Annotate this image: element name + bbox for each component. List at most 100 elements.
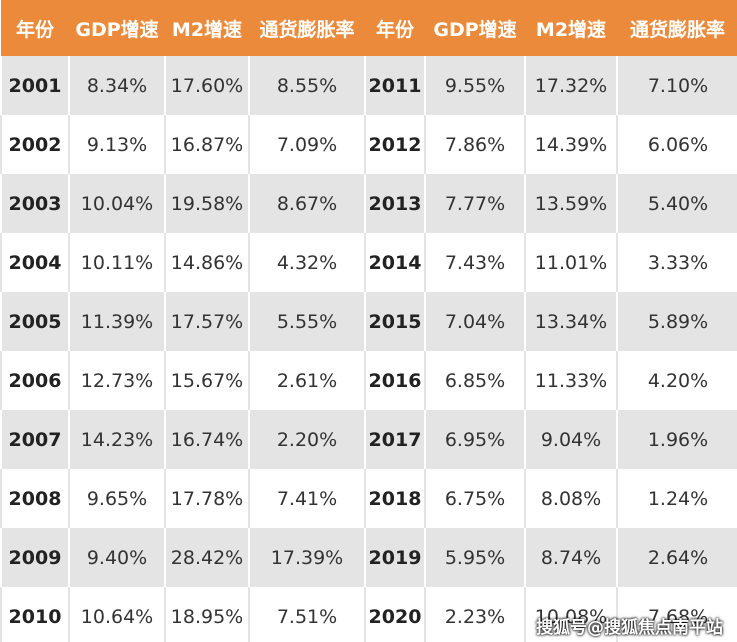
value-cell: 10.04% (68, 174, 165, 233)
year-cell: 2014 (364, 233, 425, 292)
value-cell: 8.55% (248, 56, 365, 115)
value-cell: 4.20% (616, 351, 737, 410)
year-cell: 2008 (0, 469, 69, 528)
value-cell: 5.95% (424, 528, 525, 587)
year-cell: 2007 (0, 410, 69, 469)
value-cell: 9.04% (524, 410, 617, 469)
value-cell: 7.43% (424, 233, 525, 292)
year-cell: 2002 (0, 115, 69, 174)
table-row: 2009 9.40% 28.42% 17.39% 2019 5.95% 8.74% 2.64% (0, 528, 737, 587)
header-cell: 年份 (365, 0, 425, 56)
value-cell: 12.73% (68, 351, 165, 410)
value-cell: 5.89% (616, 292, 737, 351)
year-cell: 2005 (0, 292, 69, 351)
value-cell: 3.33% (616, 233, 737, 292)
value-cell: 9.13% (68, 115, 165, 174)
table-row: 2007 14.23% 16.74% 2.20% 2017 6.95% 9.04% 1.96% (0, 410, 737, 469)
year-cell: 2001 (0, 56, 69, 115)
value-cell: 9.40% (68, 528, 165, 587)
value-cell: 5.55% (248, 292, 365, 351)
value-cell: 17.39% (248, 528, 365, 587)
header-cell: 通货膨胀率 (249, 0, 365, 56)
value-cell: 8.74% (524, 528, 617, 587)
value-cell: 16.74% (164, 410, 249, 469)
table-row: 2002 9.13% 16.87% 7.09% 2012 7.86% 14.39% 6.06% (0, 115, 737, 174)
value-cell: 2.64% (616, 528, 737, 587)
value-cell: 8.08% (524, 469, 617, 528)
value-cell: 10.11% (68, 233, 165, 292)
value-cell: 17.32% (524, 56, 617, 115)
value-cell: 11.39% (68, 292, 165, 351)
value-cell: 14.86% (164, 233, 249, 292)
year-cell: 2011 (364, 56, 425, 115)
value-cell: 14.39% (524, 115, 617, 174)
header-cell: 通货膨胀率 (617, 0, 737, 56)
value-cell: 13.59% (524, 174, 617, 233)
header-cell: M2增速 (525, 0, 617, 56)
year-cell: 2017 (364, 410, 425, 469)
table-row: 2001 8.34% 17.60% 8.55% 2011 9.55% 17.32% 7.10% (0, 56, 737, 115)
value-cell: 17.60% (164, 56, 249, 115)
value-cell: 7.04% (424, 292, 525, 351)
header-row: 年份 GDP增速 M2增速 通货膨胀率 年份 GDP增速 M2增速 通货膨胀率 (1, 0, 737, 56)
value-cell: 7.77% (424, 174, 525, 233)
value-cell: 6.75% (424, 469, 525, 528)
table-row: 2008 9.65% 17.78% 7.41% 2018 6.75% 8.08% 1.24% (0, 469, 737, 528)
header-cell: M2增速 (165, 0, 249, 56)
value-cell: 10.64% (68, 587, 165, 642)
value-cell: 7.41% (248, 469, 365, 528)
value-cell: 2.20% (248, 410, 365, 469)
year-cell: 2006 (0, 351, 69, 410)
value-cell: 1.24% (616, 469, 737, 528)
value-cell: 10.08% (524, 587, 617, 642)
year-cell: 2004 (0, 233, 69, 292)
header-cell: 年份 (1, 0, 69, 56)
value-cell: 17.78% (164, 469, 249, 528)
value-cell: 14.23% (68, 410, 165, 469)
value-cell: 4.32% (248, 233, 365, 292)
year-cell: 2010 (0, 587, 69, 642)
value-cell: 7.10% (616, 56, 737, 115)
value-cell: 16.87% (164, 115, 249, 174)
value-cell: 6.85% (424, 351, 525, 410)
value-cell: 15.67% (164, 351, 249, 410)
value-cell: 2.61% (248, 351, 365, 410)
year-cell: 2013 (364, 174, 425, 233)
value-cell: 17.57% (164, 292, 249, 351)
value-cell: 7.09% (248, 115, 365, 174)
year-cell: 2020 (364, 587, 425, 642)
value-cell: 11.01% (524, 233, 617, 292)
table-row: 2003 10.04% 19.58% 8.67% 2013 7.77% 13.59% 5.40… (0, 174, 737, 233)
value-cell: 8.67% (248, 174, 365, 233)
year-cell: 2018 (364, 469, 425, 528)
table-row: 2005 11.39% 17.57% 5.55% 2015 7.04% 13.34% 5.89… (0, 292, 737, 351)
value-cell: 18.95% (164, 587, 249, 642)
value-cell: 28.42% (164, 528, 249, 587)
year-cell: 2015 (364, 292, 425, 351)
table-row: 2010 10.64% 18.95% 7.51% 2020 2.23% 10.08% 7.68… (0, 587, 737, 642)
watermark: 搜狐号@搜狐焦点南平站 (536, 618, 723, 638)
table-row: 2004 10.11% 14.86% 4.32% 2014 7.43% 11.01% 3.33… (0, 233, 737, 292)
header-cell: GDP增速 (425, 0, 525, 56)
table-body: 2001 8.34% 17.60% 8.55% 2011 9.55% 17.32% 7.10%… (0, 56, 737, 642)
value-cell: 6.06% (616, 115, 737, 174)
value-cell: 19.58% (164, 174, 249, 233)
year-cell: 2003 (0, 174, 69, 233)
year-cell: 2019 (364, 528, 425, 587)
value-cell: 7.68% (616, 587, 737, 642)
year-cell: 2016 (364, 351, 425, 410)
year-cell: 2009 (0, 528, 69, 587)
value-cell: 13.34% (524, 292, 617, 351)
value-cell: 9.65% (68, 469, 165, 528)
value-cell: 7.86% (424, 115, 525, 174)
value-cell: 5.40% (616, 174, 737, 233)
value-cell: 1.96% (616, 410, 737, 469)
value-cell: 2.23% (424, 587, 525, 642)
year-cell: 2012 (364, 115, 425, 174)
value-cell: 6.95% (424, 410, 525, 469)
table-row: 2006 12.73% 15.67% 2.61% 2016 6.85% 11.33% 4.20… (0, 351, 737, 410)
value-cell: 8.34% (68, 56, 165, 115)
value-cell: 11.33% (524, 351, 617, 410)
